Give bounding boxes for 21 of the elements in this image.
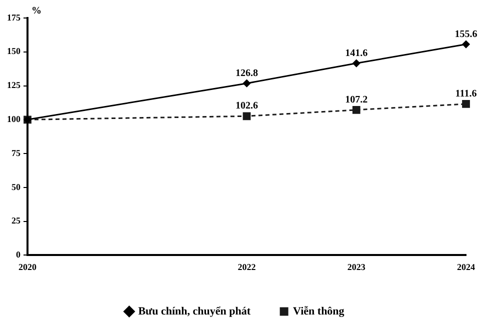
data-label: 107.2 (345, 94, 368, 106)
x-tick-label: 2020 (18, 262, 37, 272)
data-label: 102.6 (236, 100, 258, 112)
data-label: 155.6 (454, 28, 478, 40)
data-label: 126.8 (236, 68, 258, 79)
y-tick-label: 175 (7, 12, 21, 22)
data-label: 111.6 (455, 88, 477, 100)
y-tick-label: 100 (7, 114, 21, 124)
x-tick-label: 2024 (457, 262, 476, 272)
y-tick-label: 75 (12, 148, 21, 158)
x-tick-label: 2023 (347, 262, 366, 272)
y-tick-label: 25 (12, 216, 21, 226)
y-tick-label: 125 (7, 80, 21, 90)
y-tick-label: 0 (16, 250, 21, 260)
y-tick-label: 150 (7, 46, 21, 56)
y-axis-title: % (32, 6, 42, 17)
y-tick-label: 50 (12, 182, 21, 192)
legend-label: Bưu chính, chuyển phát (138, 305, 251, 318)
x-tick-label: 2022 (238, 262, 256, 272)
legend-label: Viễn thông (293, 305, 345, 318)
data-label: 141.6 (345, 48, 368, 59)
